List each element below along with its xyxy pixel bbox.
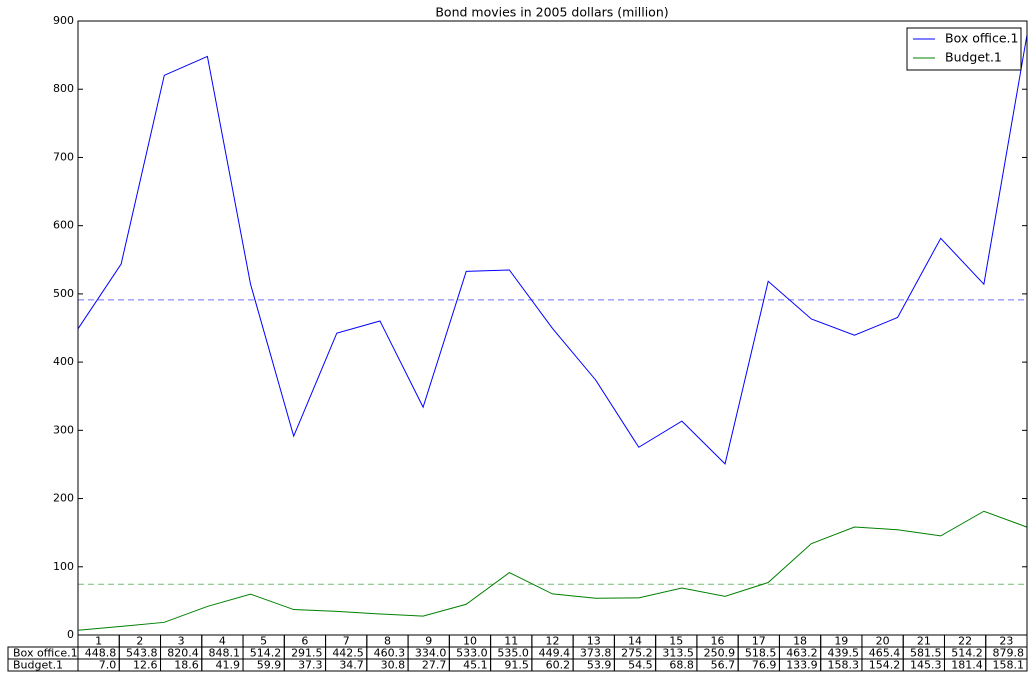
table-header: 2 (136, 635, 143, 648)
table-value: 439.5 (827, 647, 859, 660)
legend-label: Budget.1 (945, 50, 1002, 65)
table-value: 848.1 (209, 647, 241, 660)
table-value: 7.0 (99, 659, 117, 672)
legend-box (906, 27, 1022, 71)
table-value: 54.5 (628, 659, 653, 672)
table-value: 91.5 (504, 659, 529, 672)
data-line (77, 510, 1028, 631)
table-header: 17 (752, 635, 766, 648)
table-header: 22 (958, 635, 972, 648)
table-value: 334.0 (415, 647, 447, 660)
table-value: 60.2 (546, 659, 571, 672)
table-value: 533.0 (456, 647, 488, 660)
table-value: 535.0 (497, 647, 529, 660)
table-header: 8 (384, 635, 391, 648)
y-tick-label: 700 (53, 150, 74, 163)
y-tick-label: 200 (53, 492, 74, 505)
table-value: 45.1 (463, 659, 488, 672)
table-header: 18 (793, 635, 807, 648)
table-header: 1 (95, 635, 102, 648)
table-value: 514.2 (951, 647, 983, 660)
table-header: 13 (587, 635, 601, 648)
table-value: 12.6 (133, 659, 158, 672)
table-header: 19 (834, 635, 848, 648)
y-tick-label: 900 (53, 14, 74, 27)
table-header: 15 (669, 635, 683, 648)
table-header: 10 (463, 635, 477, 648)
table-value: 543.8 (126, 647, 158, 660)
table-value: 879.8 (993, 647, 1025, 660)
table-value: 53.9 (587, 659, 612, 672)
table-value: 449.4 (539, 647, 571, 660)
table-header: 20 (876, 635, 890, 648)
y-tick-label: 100 (53, 560, 74, 573)
y-tick-label: 800 (53, 82, 74, 95)
table-value: 373.8 (580, 647, 612, 660)
table-value: 59.9 (257, 659, 282, 672)
table-value: 448.8 (85, 647, 117, 660)
table-header: 16 (711, 635, 725, 648)
table-header: 7 (343, 635, 350, 648)
table-value: 133.9 (786, 659, 818, 672)
table-value: 518.5 (745, 647, 777, 660)
table-value: 460.3 (374, 647, 406, 660)
table-header: 4 (219, 635, 226, 648)
table-value: 514.2 (250, 647, 282, 660)
y-tick-label: 0 (67, 628, 74, 641)
table-value: 820.4 (167, 647, 199, 660)
legend-label: Box office.1 (945, 31, 1018, 46)
table-header: 11 (504, 635, 518, 648)
table-header: 5 (260, 635, 267, 648)
table-header: 12 (546, 635, 560, 648)
table-header: 3 (178, 635, 185, 648)
chart-title: Bond movies in 2005 dollars (million) (435, 5, 668, 20)
table-header: 14 (628, 635, 642, 648)
table-value: 145.3 (910, 659, 942, 672)
y-tick-label: 400 (53, 355, 74, 368)
table-value: 313.5 (662, 647, 694, 660)
table-value: 41.9 (216, 659, 241, 672)
table-value: 158.3 (827, 659, 859, 672)
y-tick-label: 500 (53, 287, 74, 300)
table-value: 37.3 (298, 659, 323, 672)
table-header: 9 (425, 635, 432, 648)
table-value: 463.2 (786, 647, 818, 660)
table-value: 158.1 (993, 659, 1025, 672)
table-row-label: Box office.1 (13, 647, 78, 660)
data-line (77, 34, 1028, 465)
legend: Box office.1 Budget.1 (906, 27, 1022, 71)
table-header: 6 (301, 635, 308, 648)
table-value: 581.5 (910, 647, 942, 660)
table-value: 27.7 (422, 659, 447, 672)
table-value: 34.7 (339, 659, 364, 672)
table-value: 275.2 (621, 647, 653, 660)
table-value: 442.5 (332, 647, 364, 660)
table-value: 30.8 (381, 659, 406, 672)
table-header: 23 (999, 635, 1013, 648)
y-tick-label: 300 (53, 423, 74, 436)
table-row-label: Budget.1 (13, 659, 63, 672)
table-value: 181.4 (951, 659, 983, 672)
table-cell (985, 658, 1028, 672)
table-value: 154.2 (869, 659, 901, 672)
table-value: 291.5 (291, 647, 323, 660)
table-value: 250.9 (704, 647, 736, 660)
table-value: 465.4 (869, 647, 901, 660)
table-header: 21 (917, 635, 931, 648)
table-value: 68.8 (669, 659, 694, 672)
table-row-header (7, 658, 79, 672)
y-tick-label: 600 (53, 219, 74, 232)
table-value: 56.7 (711, 659, 736, 672)
table-value: 76.9 (752, 659, 777, 672)
table-value: 18.6 (174, 659, 199, 672)
